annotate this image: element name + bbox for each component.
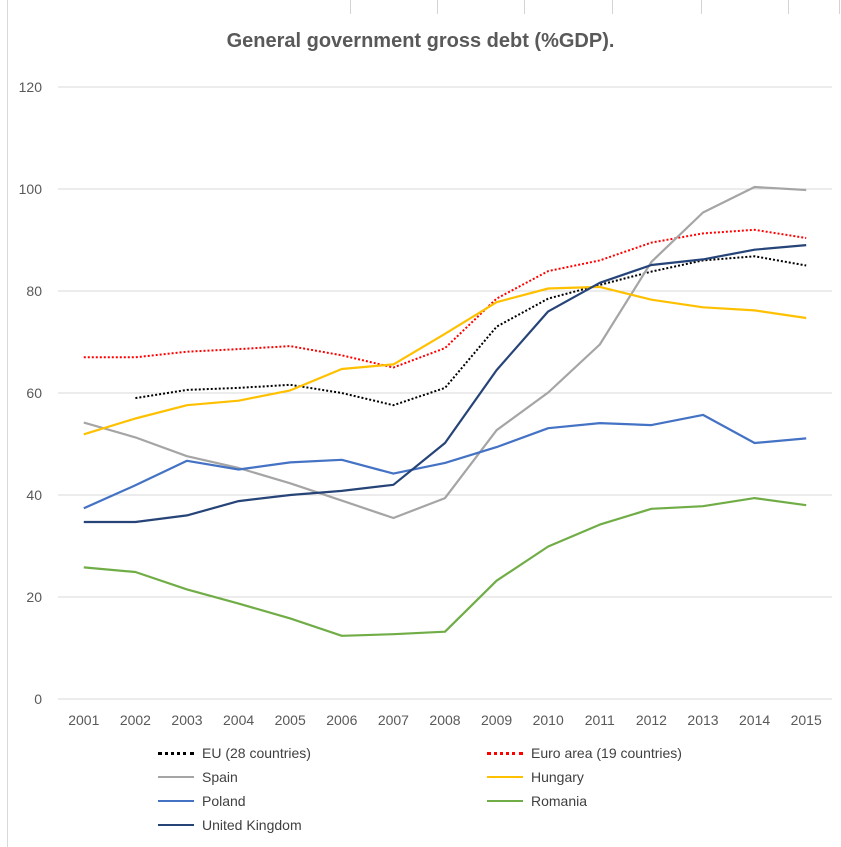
sheet-cell xyxy=(525,0,613,14)
x-tick-label: 2013 xyxy=(687,712,718,728)
chart-title: General government gross debt (%GDP). xyxy=(226,30,615,52)
x-tick-label: 2014 xyxy=(739,712,770,728)
series-line-eu-28-countries xyxy=(135,255,807,407)
sheet-cell xyxy=(438,0,525,14)
series-line-united-kingdom xyxy=(83,244,807,524)
y-tick-label: 80 xyxy=(26,283,42,299)
x-tick-label: 2004 xyxy=(223,712,254,728)
series-line-poland xyxy=(83,413,807,510)
sheet-cell xyxy=(702,0,789,14)
series-line-hungary xyxy=(83,285,807,436)
series-line-spain xyxy=(83,185,807,520)
sheet-cell xyxy=(351,0,438,14)
x-tick-label: 2015 xyxy=(791,712,822,728)
x-tick-label: 2010 xyxy=(533,712,564,728)
y-tick-label: 120 xyxy=(19,79,43,95)
y-axis-ticks: 0 20 40 60 80 100 120 xyxy=(19,79,43,707)
x-tick-label: 2008 xyxy=(429,712,460,728)
y-tick-label: 60 xyxy=(26,385,42,401)
x-tick-label: 2012 xyxy=(636,712,667,728)
y-tick-label: 20 xyxy=(26,589,42,605)
chart-border xyxy=(7,0,8,847)
x-tick-label: 2002 xyxy=(120,712,151,728)
x-tick-label: 2007 xyxy=(378,712,409,728)
y-tick-label: 0 xyxy=(34,691,42,707)
sheet-cell xyxy=(613,0,702,14)
y-tick-label: 40 xyxy=(26,487,42,503)
x-tick-label: 2005 xyxy=(275,712,306,728)
series-line-euro-area-19-countries xyxy=(83,228,807,369)
sheet-cell xyxy=(789,0,840,14)
x-tick-label: 2011 xyxy=(585,712,615,728)
x-tick-label: 2009 xyxy=(481,712,512,728)
x-axis-ticks: 2001 2002 2003 2004 2005 2006 2007 2008 2009 2010… xyxy=(68,712,822,728)
grid-lines xyxy=(58,86,832,700)
x-tick-label: 2001 xyxy=(68,712,99,728)
x-tick-label: 2003 xyxy=(171,712,202,728)
series-line-romania xyxy=(83,497,807,637)
series-lines xyxy=(83,185,807,637)
y-tick-label: 100 xyxy=(19,181,43,197)
spreadsheet-gridlines xyxy=(0,0,841,14)
x-tick-label: 2006 xyxy=(326,712,357,728)
sheet-cell xyxy=(0,0,351,14)
